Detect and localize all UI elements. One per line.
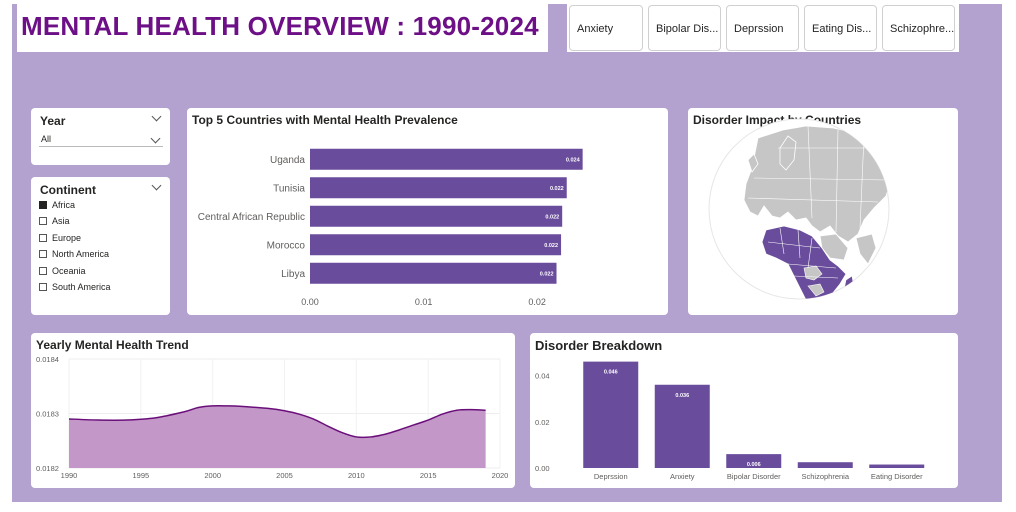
x-tick-label: 1990 (61, 471, 78, 480)
disorder-breakdown-title: Disorder Breakdown (535, 338, 663, 353)
continent-option-label: Asia (52, 216, 70, 226)
category-label: Schizophrenia (801, 472, 849, 481)
bar[interactable] (310, 205, 563, 227)
checkbox[interactable] (39, 267, 47, 275)
category-label: Libya (281, 269, 305, 280)
y-tick-label: 0.0184 (36, 355, 59, 364)
trend-area[interactable] (69, 405, 486, 468)
category-label: Anxiety (670, 472, 695, 481)
page-title: MENTAL HEALTH OVERVIEW : 1990-2024 (21, 11, 539, 41)
y-tick-label: 0.00 (535, 464, 550, 473)
scandinavia-region[interactable] (779, 135, 797, 171)
india-region[interactable] (855, 233, 877, 265)
category-label: Eating Disorder (871, 472, 923, 481)
tab-schizophrenia[interactable]: Schizophre... (882, 5, 955, 51)
x-tick-label: 0.01 (415, 297, 433, 307)
y-tick-label: 0.02 (535, 418, 550, 427)
chevron-down-icon[interactable] (151, 180, 162, 191)
checkbox[interactable] (39, 250, 47, 258)
data-label: 0.022 (544, 243, 558, 249)
title-banner: MENTAL HEALTH OVERVIEW : 1990-2024 (17, 4, 548, 52)
britain-region[interactable] (747, 153, 759, 173)
x-tick-label: 1995 (132, 471, 149, 480)
data-label: 0.036 (675, 393, 689, 399)
year-dropdown[interactable]: All (39, 132, 163, 147)
y-tick-label: 0.0183 (36, 410, 59, 419)
x-tick-label: 2015 (420, 471, 437, 480)
category-label: Central African Republic (198, 212, 305, 223)
continent-option-south-america[interactable]: South America (39, 281, 111, 293)
tab-bipolar-disorder[interactable]: Bipolar Dis... (648, 5, 721, 51)
bar[interactable] (869, 464, 925, 468)
category-label: Morocco (267, 240, 306, 251)
tab-anxiety[interactable]: Anxiety (569, 5, 643, 51)
top-countries-title: Top 5 Countries with Mental Health Preva… (192, 113, 458, 127)
x-tick-label: 2005 (276, 471, 293, 480)
yearly-trend-title: Yearly Mental Health Trend (36, 338, 189, 352)
data-label: 0.022 (550, 186, 564, 192)
continent-option-label: Oceania (52, 266, 86, 276)
category-label: Bipolar Disorder (727, 472, 781, 481)
data-label: 0.022 (545, 214, 559, 220)
continent-slicer-label: Continent (40, 183, 96, 197)
yearly-trend-card: Yearly Mental Health Trend 0.0184 0.0183 0… (31, 333, 515, 488)
year-slicer: Year All (31, 108, 170, 165)
bar[interactable] (310, 262, 557, 284)
continent-slicer: Continent Africa Asia Europe North Ameri… (31, 177, 170, 315)
data-label: 0.024 (566, 157, 581, 163)
disorder-breakdown-card: Disorder Breakdown 0.04 0.02 0.00 0.046 Depr… (530, 333, 958, 488)
trend-line[interactable] (68, 404, 486, 439)
checkbox[interactable] (39, 217, 47, 225)
continent-option-north-america[interactable]: North America (39, 248, 109, 260)
category-label: Uganda (270, 155, 305, 166)
bar[interactable] (310, 177, 567, 199)
data-label: 0.022 (540, 271, 554, 277)
x-tick-label: 0.00 (301, 297, 319, 307)
bar[interactable] (726, 454, 782, 468)
checkbox[interactable] (39, 201, 47, 209)
year-slicer-label: Year (40, 114, 66, 128)
top-countries-card: Top 5 Countries with Mental Health Preva… (187, 108, 668, 315)
disorder-breakdown-chart: 0.04 0.02 0.00 0.046 Deprssion 0.036 Anxiety 0.… (535, 361, 925, 481)
category-label: Deprssion (594, 472, 628, 481)
bar[interactable] (797, 462, 853, 468)
bar[interactable] (654, 384, 710, 468)
africa-grey-country[interactable] (807, 283, 825, 297)
chevron-down-icon[interactable] (151, 111, 162, 122)
continent-option-europe[interactable]: Europe (39, 232, 81, 244)
continent-option-label: Europe (52, 233, 82, 243)
x-tick-label: 0.02 (528, 297, 546, 307)
continent-option-asia[interactable]: Asia (39, 215, 70, 227)
data-label: 0.046 (604, 370, 618, 376)
continent-option-africa[interactable]: Africa (39, 199, 75, 211)
continent-option-label: South America (52, 282, 111, 292)
disorder-tabs: Anxiety Bipolar Dis... Deprssion Eating … (567, 4, 959, 52)
tab-depression[interactable]: Deprssion (726, 5, 799, 51)
year-dropdown-value: All (41, 134, 52, 144)
checkbox[interactable] (39, 283, 47, 291)
x-tick-label: 2010 (348, 471, 365, 480)
continent-option-oceania[interactable]: Oceania (39, 265, 86, 277)
category-label: Tunisia (273, 183, 305, 194)
bar[interactable] (583, 361, 639, 468)
continent-option-label: Africa (52, 200, 76, 210)
data-label: 0.006 (747, 462, 761, 468)
tab-eating-disorder[interactable]: Eating Dis... (804, 5, 877, 51)
continent-option-label: North America (52, 249, 110, 259)
bar[interactable] (310, 234, 562, 256)
top-countries-chart: Uganda 0.024 Tunisia 0.022 Central African R… (198, 148, 583, 307)
x-tick-label: 2000 (204, 471, 221, 480)
map-card: Disorder Impact by Countries (688, 108, 958, 315)
x-tick-label: 2020 (492, 471, 509, 480)
bar[interactable] (310, 148, 583, 170)
y-tick-label: 0.0182 (36, 464, 59, 473)
chevron-down-icon (150, 133, 161, 144)
globe-map[interactable] (688, 108, 958, 315)
y-tick-label: 0.04 (535, 372, 550, 381)
checkbox[interactable] (39, 234, 47, 242)
